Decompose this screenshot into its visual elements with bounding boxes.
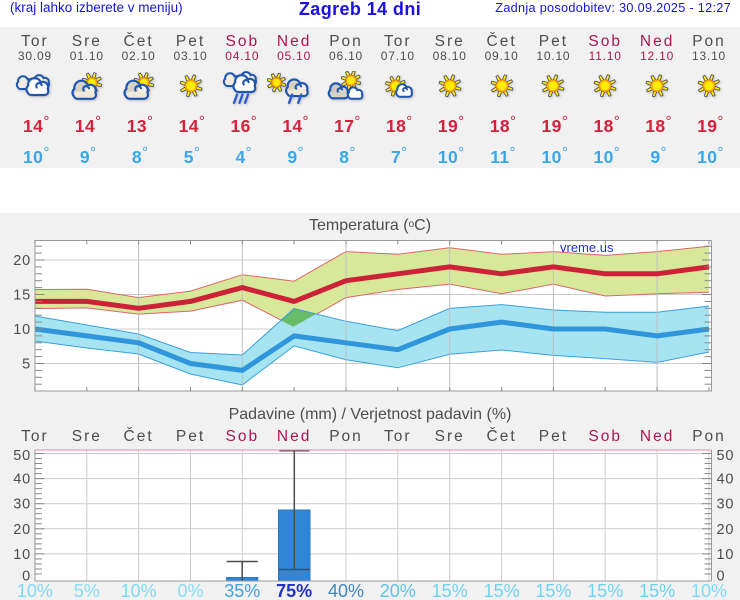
svg-text:20: 20	[13, 522, 31, 538]
svg-text:10: 10	[13, 547, 31, 563]
svg-text:0: 0	[717, 569, 726, 585]
svg-text:20: 20	[13, 253, 31, 269]
svg-text:15: 15	[13, 288, 31, 304]
svg-text:20: 20	[717, 522, 735, 538]
svg-text:10: 10	[13, 322, 31, 338]
svg-text:30: 30	[717, 497, 735, 513]
svg-text:50: 50	[13, 448, 31, 464]
svg-text:40: 40	[13, 472, 31, 488]
svg-text:50: 50	[717, 448, 735, 464]
svg-text:5: 5	[22, 357, 31, 373]
svg-text:10: 10	[717, 547, 735, 563]
svg-text:0: 0	[22, 569, 31, 585]
svg-text:30: 30	[13, 497, 31, 513]
svg-text:40: 40	[717, 472, 735, 488]
